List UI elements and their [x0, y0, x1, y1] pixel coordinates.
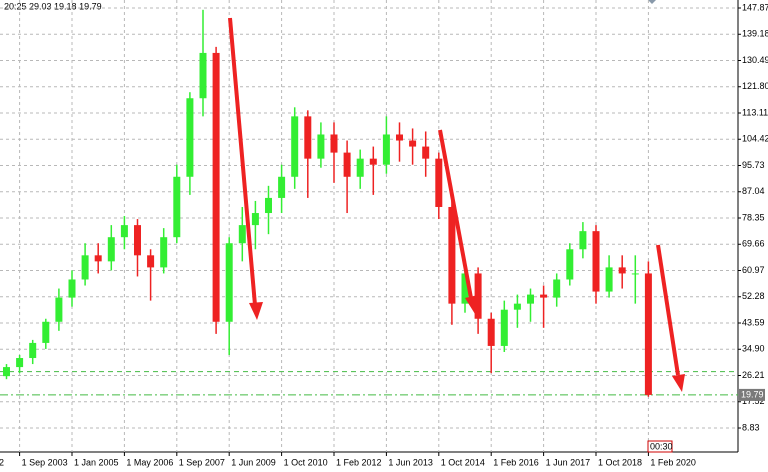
arrow	[656, 244, 680, 376]
price-label-box	[739, 388, 765, 401]
y-tick-label: 52.28	[742, 291, 765, 301]
scroll-marker	[648, 0, 656, 4]
candle-body	[212, 52, 220, 322]
x-tick-label: 1 Feb 2020	[650, 457, 696, 467]
candle-body	[644, 273, 652, 395]
x-tick-label: 1 Sep 2003	[22, 457, 68, 467]
candle-body	[3, 367, 10, 377]
candle-body	[317, 134, 325, 159]
y-tick-label: 17.52	[742, 396, 765, 406]
x-tick-label: 1 Jun 2017	[546, 457, 591, 467]
arrow-head	[249, 302, 263, 320]
annotation-arrows	[228, 17, 685, 392]
y-tick-label: 87.04	[742, 186, 765, 196]
arrow	[228, 17, 257, 306]
candle-body	[422, 146, 430, 159]
y-tick-label: 147.87	[742, 2, 768, 12]
x-tick-label: 1 Oct 2018	[598, 457, 642, 467]
arrow-head	[672, 374, 685, 392]
candle-body	[527, 294, 534, 304]
candle-body	[631, 273, 639, 275]
candle-body	[265, 197, 272, 214]
candle-body	[343, 152, 351, 177]
candle-body	[186, 98, 194, 177]
candle-body	[540, 294, 548, 298]
y-tick-label: 34.90	[742, 344, 765, 354]
candle-body	[356, 158, 364, 177]
candle-body	[291, 116, 299, 177]
candle-body	[29, 342, 37, 359]
x-tick-label: 1 Feb 2012	[336, 457, 382, 467]
y-tick-label: 121.80	[742, 81, 768, 91]
candle-body	[173, 176, 181, 238]
candle-body	[566, 249, 574, 280]
candle-body	[199, 52, 207, 99]
candle-body	[592, 231, 600, 292]
candle-body	[474, 273, 482, 319]
candle-body	[81, 255, 89, 280]
candle-body	[225, 243, 233, 322]
candle-body	[16, 358, 24, 368]
x-tick-label: 1 Feb 2016	[493, 457, 539, 467]
y-tick-label: 60.97	[742, 265, 765, 275]
candle-body	[304, 116, 312, 159]
y-tick-label: 8.83	[742, 422, 760, 432]
time-marker-box	[647, 440, 673, 453]
candle-body	[147, 255, 155, 268]
candle-body	[107, 237, 115, 262]
y-tick-label: 43.59	[742, 317, 765, 327]
x-tick-label: 1 Jun 2013	[388, 457, 433, 467]
y-tick-label: 26.21	[742, 370, 765, 380]
arrow	[438, 129, 473, 299]
info-text: 20:25 29.03 19.18 19.79	[4, 1, 102, 11]
candle-body	[55, 297, 63, 322]
candle-body	[487, 318, 495, 346]
x-tick-label: 1 Oct 2014	[441, 457, 485, 467]
x-tick-label: 1 Jun 2009	[231, 457, 276, 467]
candle-body	[42, 321, 50, 343]
x-edge-label: 2	[0, 457, 4, 467]
candle-body	[134, 225, 141, 256]
arrow-head	[465, 295, 478, 314]
candle-body	[382, 134, 390, 165]
candle-body	[330, 134, 338, 153]
candle-body	[120, 225, 128, 238]
y-tick-label: 104.42	[742, 134, 768, 144]
candle-body	[448, 206, 456, 304]
candle-body	[94, 255, 102, 262]
candle-body	[605, 267, 613, 292]
candle-body	[238, 225, 246, 244]
y-tick-label: 113.11	[742, 107, 768, 117]
y-tick-label: 78.35	[742, 212, 765, 222]
candle-body	[409, 140, 417, 147]
candle-body	[618, 267, 626, 274]
candle-body	[251, 213, 259, 226]
x-tick-label: 1 May 2006	[126, 457, 173, 467]
x-tick-label: 1 Sep 2007	[179, 457, 225, 467]
candle-body	[68, 279, 76, 298]
candle-body	[579, 231, 587, 250]
x-tick-label: 1 Jan 2005	[74, 457, 119, 467]
candle-body	[160, 237, 168, 268]
candle-body	[513, 303, 521, 310]
y-tick-label: 130.49	[742, 55, 768, 65]
candle-body	[396, 134, 403, 141]
x-tick-label: 1 Oct 2010	[284, 457, 328, 467]
y-tick-label: 95.73	[742, 160, 765, 170]
price-label: 19.79	[741, 389, 764, 399]
candle-body	[278, 176, 286, 198]
time-marker: 00:30	[650, 441, 673, 451]
candle-body	[500, 309, 508, 346]
candle-body	[369, 158, 377, 165]
y-tick-label: 69.66	[742, 239, 765, 249]
candle-body	[435, 158, 443, 207]
candle-body	[461, 273, 469, 304]
candle-body	[553, 279, 561, 298]
y-tick-label: 139.18	[742, 29, 768, 39]
